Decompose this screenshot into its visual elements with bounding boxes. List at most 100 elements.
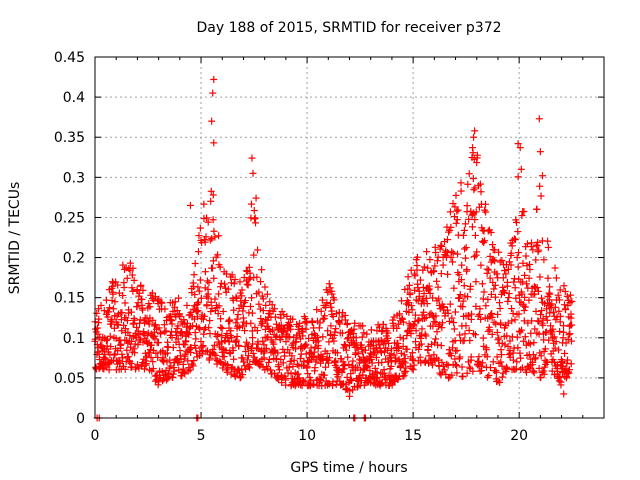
data-point — [384, 358, 392, 366]
data-point — [494, 377, 502, 385]
data-point — [496, 379, 504, 387]
data-point — [538, 307, 546, 315]
data-point — [471, 184, 479, 192]
data-point — [431, 262, 439, 270]
data-point — [436, 305, 444, 313]
data-point — [243, 356, 251, 364]
data-point — [412, 327, 420, 335]
data-point — [268, 301, 276, 309]
data-point — [262, 301, 270, 309]
data-point — [438, 358, 446, 366]
data-point — [205, 354, 213, 362]
data-point — [306, 349, 314, 357]
data-point — [167, 316, 175, 324]
data-point — [459, 297, 467, 305]
data-point — [372, 353, 380, 361]
data-point — [517, 354, 525, 362]
data-point — [537, 311, 545, 319]
data-point — [227, 327, 235, 335]
data-point — [314, 334, 322, 342]
data-point — [362, 363, 370, 371]
data-point — [147, 341, 155, 349]
data-point — [514, 344, 522, 352]
data-point — [532, 256, 540, 264]
data-point — [461, 330, 469, 338]
data-point — [415, 345, 423, 353]
data-point — [562, 306, 570, 314]
data-point — [486, 252, 494, 260]
data-point — [284, 369, 292, 377]
data-point — [462, 244, 470, 252]
data-point — [168, 334, 176, 342]
data-point — [443, 306, 451, 314]
y-tick-label: 0.25 — [54, 210, 85, 226]
data-point — [186, 366, 194, 374]
data-point — [308, 318, 316, 326]
data-point — [470, 253, 478, 261]
data-point — [155, 378, 163, 386]
data-point — [378, 379, 386, 387]
data-point — [471, 216, 479, 224]
data-point — [114, 281, 122, 289]
data-point — [465, 215, 473, 223]
data-point — [556, 286, 564, 294]
data-point — [480, 238, 488, 246]
data-point — [530, 339, 538, 347]
data-point — [258, 319, 266, 327]
data-point — [143, 353, 151, 361]
data-point-outlier — [210, 75, 218, 83]
data-point — [410, 361, 418, 369]
data-point — [566, 330, 574, 338]
data-point — [191, 259, 199, 267]
data-point — [560, 301, 568, 309]
data-point — [470, 186, 478, 194]
y-tick-label: 0 — [76, 411, 85, 427]
data-point — [513, 218, 521, 226]
data-point — [549, 334, 557, 342]
data-point — [330, 296, 338, 304]
data-point — [446, 300, 454, 308]
data-point — [452, 361, 460, 369]
data-point — [94, 330, 102, 338]
data-point — [504, 342, 512, 350]
data-point — [215, 290, 223, 298]
data-point — [489, 358, 497, 366]
data-point — [542, 313, 550, 321]
data-point — [450, 319, 458, 327]
data-point — [215, 232, 223, 240]
data-point — [327, 322, 335, 330]
data-point — [483, 353, 491, 361]
data-point — [555, 307, 563, 315]
data-point — [121, 299, 129, 307]
data-point — [283, 312, 291, 320]
data-point — [207, 298, 215, 306]
data-point — [210, 341, 218, 349]
data-point — [486, 326, 494, 334]
data-point — [200, 330, 208, 338]
data-point-outlier — [560, 390, 568, 398]
data-point — [544, 274, 552, 282]
data-point — [246, 302, 254, 310]
data-point — [521, 293, 529, 301]
data-point — [543, 316, 551, 324]
data-point — [322, 363, 330, 371]
data-point — [471, 231, 479, 239]
data-point — [222, 346, 230, 354]
data-point — [561, 287, 569, 295]
data-point — [522, 368, 530, 376]
data-point — [208, 235, 216, 243]
data-point — [217, 279, 225, 287]
data-point — [166, 356, 174, 364]
data-point — [367, 379, 375, 387]
data-point — [468, 223, 476, 231]
data-point — [469, 175, 477, 183]
data-point — [318, 296, 326, 304]
data-point — [332, 325, 340, 333]
data-point — [484, 327, 492, 335]
data-point — [430, 318, 438, 326]
data-point — [514, 263, 522, 271]
data-point — [430, 268, 438, 276]
data-point — [232, 293, 240, 301]
data-point — [462, 254, 470, 262]
data-point — [239, 371, 247, 379]
